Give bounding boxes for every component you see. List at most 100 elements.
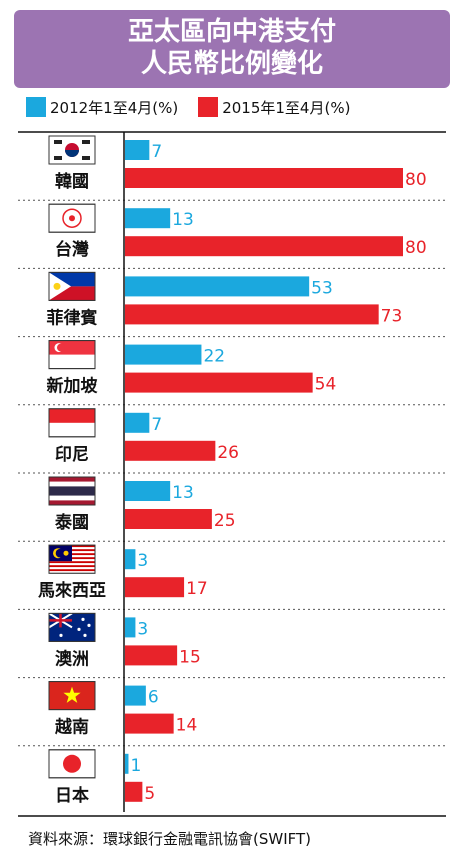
value-label-2012: 3 [137, 619, 148, 639]
category-row: 印尼 7 26 [18, 404, 446, 465]
value-label-2012: 1 [130, 756, 141, 776]
category-row: 台灣 13 80 [18, 199, 446, 260]
value-label-2012: 13 [172, 483, 194, 503]
value-label-2015: 25 [214, 511, 236, 531]
philippines-flag-icon [48, 271, 96, 301]
vn-star [63, 686, 81, 703]
bar-2012 [125, 549, 136, 570]
bar-2012 [125, 685, 146, 706]
bar-2015 [125, 440, 216, 461]
category-row: 菲律賓 53 73 [18, 267, 446, 328]
au-star [59, 633, 63, 638]
legend-item-2012: 2012年1至4月(%) [26, 97, 178, 118]
flag-border [48, 271, 96, 301]
my-stripe [49, 565, 95, 568]
bar-2015 [125, 645, 178, 666]
flag-border [48, 749, 96, 779]
bar-2012 [125, 140, 150, 160]
my-stripe [49, 571, 95, 574]
vietnam-flag-icon [48, 681, 96, 711]
bar-2015 [125, 577, 185, 598]
my-stripe [49, 569, 95, 572]
legend-item-2015: 2015年1至4月(%) [198, 97, 350, 118]
japan-flag-icon [48, 749, 96, 779]
th-stripe [49, 477, 95, 482]
chart-title-box: 亞太區向中港支付 人民幣比例變化 [14, 10, 450, 88]
au-star [83, 633, 87, 638]
category-row: 新加坡 22 54 [18, 336, 446, 397]
category-label: 韓國 [55, 171, 89, 192]
legend-swatch-2012 [26, 97, 46, 117]
flag-border [48, 408, 96, 438]
value-label-2012: 7 [151, 415, 162, 435]
value-label-2012: 3 [137, 551, 148, 571]
chart-legend: 2012年1至4月(%) 2015年1至4月(%) [26, 96, 446, 118]
value-label-2015: 26 [217, 443, 239, 463]
th-stripe [49, 486, 95, 496]
value-label-2015: 80 [405, 238, 427, 258]
category-row: 泰國 13 25 [18, 472, 446, 533]
bar-2012 [125, 753, 129, 774]
id-red [49, 408, 95, 423]
category-row: 澳洲 3 15 [18, 608, 446, 669]
flag-border [48, 681, 96, 711]
thailand-flag-icon [48, 476, 96, 506]
th-stripe [49, 495, 95, 501]
flag-border [48, 340, 96, 370]
korea-trigram [54, 140, 62, 144]
legend-label-2012: 2012年1至4月(%) [50, 98, 179, 117]
th-stripe [49, 481, 95, 487]
flag-border [48, 203, 96, 233]
ph-sun [53, 282, 61, 290]
bar-2015 [125, 713, 174, 734]
my-stripe [49, 563, 95, 566]
bar-2015 [125, 372, 313, 393]
bar-2012 [125, 276, 310, 297]
jp-sun [63, 754, 81, 773]
au-star [87, 623, 91, 628]
au-star [81, 617, 85, 622]
chart-title-line-2: 人民幣比例變化 [140, 49, 323, 79]
category-label: 日本 [55, 785, 89, 806]
bar-2015 [125, 304, 379, 325]
korea-trigram [82, 140, 90, 144]
plum-blossom [62, 208, 82, 228]
flag-border [48, 476, 96, 506]
category-row: 越南 6 14 [18, 677, 446, 738]
category-row: 韓國 7 80 [48, 135, 427, 192]
korea-trigram [54, 156, 62, 160]
category-label: 印尼 [55, 445, 89, 465]
flag-border [48, 612, 96, 642]
value-label-2015: 14 [176, 716, 198, 736]
bar-2012 [125, 208, 171, 229]
bar-2012 [125, 344, 202, 365]
my-crescent-cut [55, 548, 65, 558]
bar-2015 [125, 781, 143, 802]
value-label-2015: 5 [144, 784, 155, 804]
value-label-2015: 73 [381, 306, 403, 326]
value-label-2015: 15 [179, 647, 201, 667]
plum-blossom-center [69, 215, 75, 222]
korea-taeguk-blue [65, 150, 79, 157]
value-label-2012: 7 [151, 142, 162, 162]
chart-title-line-1: 亞太區向中港支付 [127, 17, 336, 47]
my-star [63, 550, 69, 556]
source-note: 資料來源：環球銀行金融電訊協會(SWIFT) [28, 830, 312, 848]
bar-2012 [125, 617, 136, 638]
au-star [77, 627, 81, 632]
taiwan-flag-icon [48, 203, 96, 233]
bar-2015 [125, 168, 403, 188]
value-label-2015: 80 [405, 170, 427, 190]
korea-flag-icon [48, 135, 96, 165]
legend-swatch-2015 [198, 97, 219, 117]
value-label-2012: 22 [203, 347, 225, 367]
category-label: 澳洲 [55, 648, 89, 669]
value-label-2015: 54 [315, 375, 337, 395]
category-label: 菲律賓 [47, 307, 98, 328]
category-label: 台灣 [55, 239, 89, 260]
category-label: 泰國 [55, 512, 89, 533]
category-row: 馬來西亞 3 17 [18, 540, 446, 601]
my-stripe [49, 561, 95, 564]
indonesia-flag-icon [48, 408, 96, 438]
bar-2015 [125, 509, 212, 529]
